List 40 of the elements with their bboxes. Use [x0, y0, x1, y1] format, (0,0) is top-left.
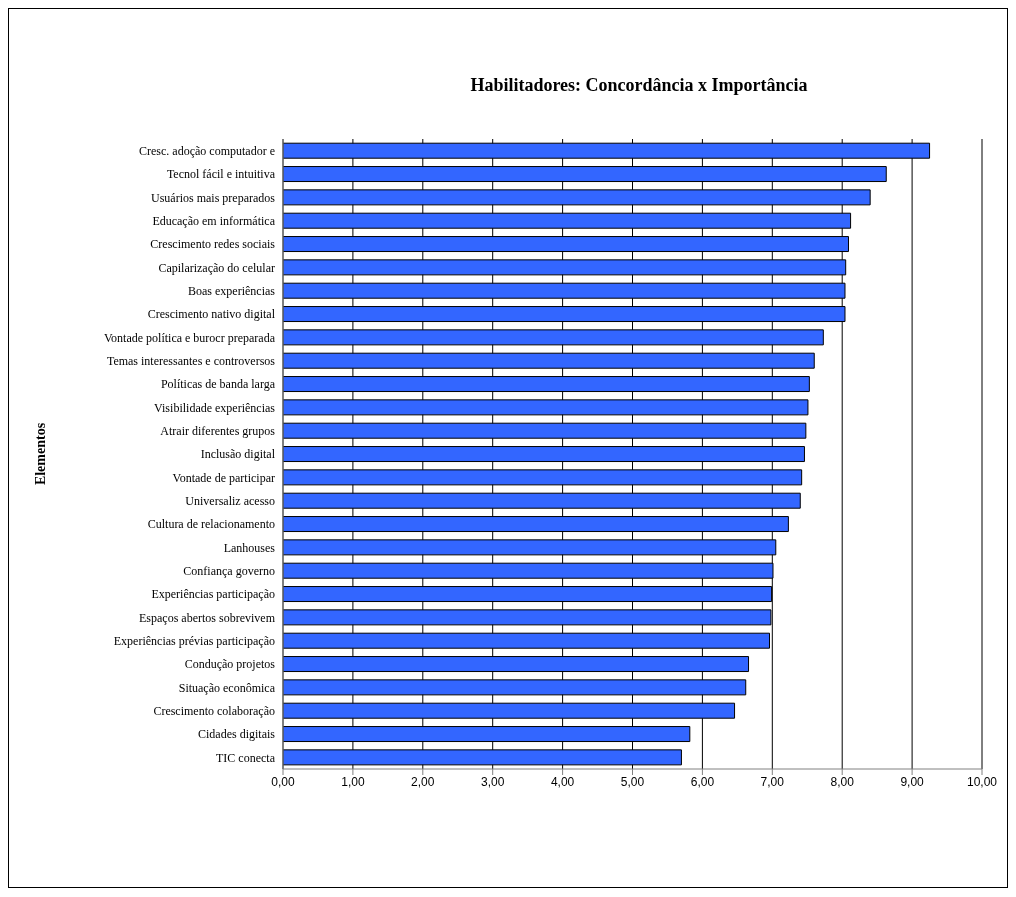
y-tick-label: Usuários mais preparados	[151, 190, 276, 205]
y-tick-label: Crescimento colaboração	[153, 703, 275, 718]
y-tick-label: Lanhouses	[223, 540, 276, 555]
y-tick-label: Inclusão digital	[200, 447, 276, 462]
y-tick-label: Crescimento nativo digital	[147, 307, 276, 322]
x-tick-label: 4,00	[550, 774, 575, 789]
x-tick-label: 2,00	[411, 774, 435, 789]
y-tick-label: Cidades digitais	[198, 727, 276, 742]
y-tick-label: Experiências prévias participação	[113, 633, 275, 648]
x-tick-label: 6,00	[690, 774, 715, 789]
y-tick-label: Confiança governo	[183, 563, 275, 578]
y-tick-label: Temas interessantes e controversos	[106, 353, 276, 368]
y-tick-label: Atrair diferentes grupos	[160, 423, 276, 438]
y-tick-label: Cresc. adoção computador e	[139, 143, 275, 158]
y-tick-label: Boas experiências	[188, 283, 276, 298]
y-tick-label: Educação em informática	[152, 213, 276, 228]
chart-title: Habilitadores: Concordância x Importância	[469, 75, 809, 96]
y-tick-label: Tecnol fácil e intuitiva	[166, 167, 276, 182]
x-tick-label: 7,00	[760, 774, 785, 789]
y-tick-label: Situação econômica	[178, 680, 276, 695]
y-tick-label: Cultura de relacionamento	[147, 517, 275, 532]
y-axis-title: Elementos	[33, 422, 49, 486]
y-tick-label: Vontade de participar	[172, 470, 275, 485]
y-tick-label: Vontade política e burocr preparada	[103, 330, 276, 345]
y-tick-label: Políticas de banda larga	[160, 377, 276, 392]
y-tick-label: Visibilidade experiências	[154, 400, 276, 415]
x-tick-label: 8,00	[830, 774, 855, 789]
y-tick-label: Universaliz acesso	[185, 493, 275, 508]
y-tick-label: Espaços abertos sobrevivem	[139, 610, 276, 625]
x-tick-label: 9,00	[900, 774, 925, 789]
x-tick-label: 3,00	[481, 774, 505, 789]
y-tick-label: Condução projetos	[184, 657, 276, 672]
y-tick-label: Experiências participação	[151, 587, 275, 602]
x-tick-label: 5,00	[620, 774, 645, 789]
y-tick-label: Capilarização do celular	[158, 260, 275, 275]
x-tick-label: 1,00	[341, 774, 365, 789]
y-tick-label: TIC conecta	[216, 750, 276, 765]
y-tick-label: Crescimento redes sociais	[150, 237, 276, 252]
x-tick-label: 10,00	[966, 774, 998, 789]
x-tick-label: 0,00	[271, 774, 295, 789]
